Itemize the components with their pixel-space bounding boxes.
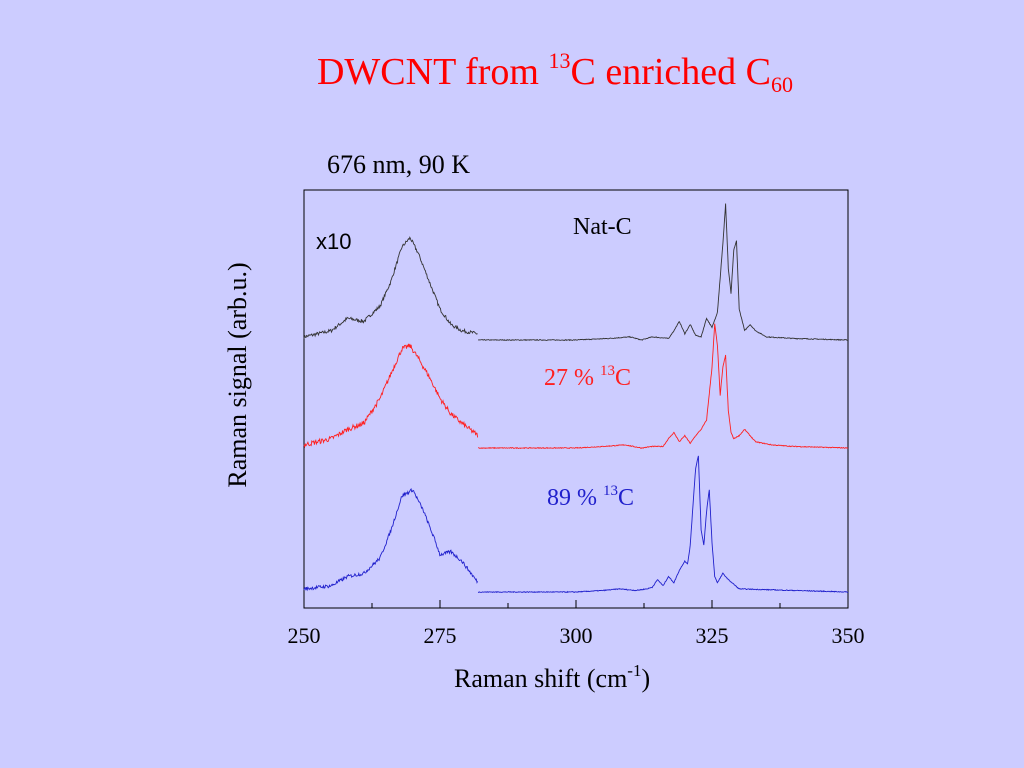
scale-annotation-x10: x10 — [316, 229, 351, 254]
x-tick-label: 300 — [560, 623, 593, 648]
title-sup: 13 — [548, 48, 571, 73]
series-layer — [303, 203, 849, 594]
x-axis-label: Raman shift (cm-1) — [454, 661, 650, 693]
x-axis-label-main: Raman shift (cm — [454, 664, 627, 693]
x-axis-label-end: ) — [641, 664, 650, 693]
series-line-27-x10 — [303, 343, 479, 449]
x-tick-label: 325 — [696, 623, 729, 648]
series-line-27-high — [478, 323, 849, 450]
series-line-89-high — [477, 455, 849, 594]
series-label-27-suffix: C — [615, 365, 631, 391]
x-tick-label: 250 — [288, 623, 321, 648]
x-axis-ticks — [303, 600, 849, 608]
series-label-89-suffix: C — [618, 485, 634, 511]
y-axis-label: Raman signal (arb.u.) — [223, 262, 252, 487]
series-label-27: 27 % 13C — [544, 363, 631, 391]
series-label-89-sup: 13 — [603, 483, 618, 499]
series-line-nat-c-high — [478, 203, 849, 342]
slide-title: DWCNT from 13C enriched C60 — [0, 48, 1024, 98]
series-label-27-prefix: 27 % — [544, 365, 600, 391]
x-tick-label: 275 — [424, 623, 457, 648]
series-line-89-x10 — [303, 487, 479, 592]
series-label-89-prefix: 89 % — [547, 485, 603, 511]
x-axis-tick-labels: 250 275 300 325 350 — [288, 623, 865, 648]
series-label-89: 89 % 13C — [547, 483, 634, 511]
x-axis-label-sup: -1 — [627, 661, 641, 680]
x-tick-label: 350 — [832, 623, 865, 648]
title-mid: C enriched C — [570, 51, 771, 93]
series-line-nat-c-x10 — [303, 236, 478, 339]
series-label-27-sup: 13 — [600, 363, 615, 379]
chart-title: 676 nm, 90 K — [327, 150, 470, 179]
series-label-nat-c: Nat-C — [573, 214, 632, 240]
title-sub: 60 — [771, 72, 793, 97]
title-main: DWCNT from — [316, 51, 549, 93]
